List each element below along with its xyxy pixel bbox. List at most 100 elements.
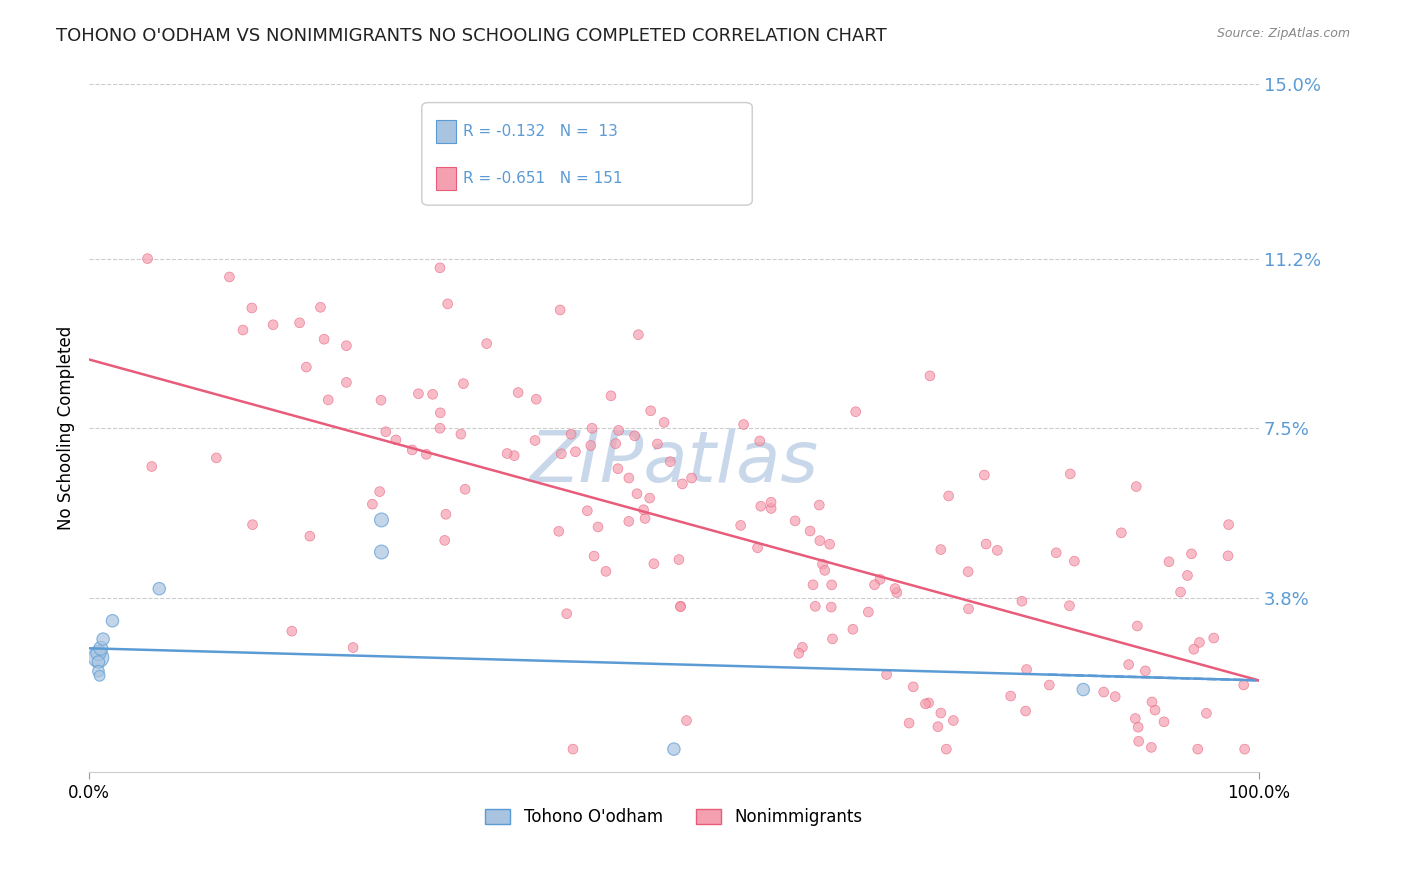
Point	[1157, 555, 1180, 569]
Point	[623, 429, 645, 443]
Point	[475, 336, 498, 351]
Point	[842, 622, 865, 636]
Point	[314, 332, 336, 346]
Point	[801, 578, 824, 592]
Point	[148, 582, 170, 596]
Point	[1071, 682, 1094, 697]
Point	[973, 468, 995, 483]
Point	[281, 624, 304, 639]
Point	[408, 386, 430, 401]
Point	[335, 376, 357, 390]
Point	[884, 582, 907, 596]
Point	[240, 301, 263, 315]
Text: TOHONO O'ODHAM VS NONIMMIGRANTS NO SCHOOLING COMPLETED CORRELATION CHART: TOHONO O'ODHAM VS NONIMMIGRANTS NO SCHOO…	[56, 27, 887, 45]
Point	[1140, 695, 1163, 709]
Point	[401, 442, 423, 457]
Point	[626, 487, 648, 501]
Point	[1195, 706, 1218, 721]
Point	[586, 520, 609, 534]
Point	[1111, 525, 1133, 540]
Point	[918, 368, 941, 383]
Point	[242, 517, 264, 532]
Point	[1140, 740, 1163, 755]
Point	[87, 650, 110, 665]
Point	[555, 607, 578, 621]
Point	[935, 742, 957, 756]
Point	[627, 327, 650, 342]
Point	[1135, 664, 1157, 678]
Point	[579, 438, 602, 452]
Point	[503, 449, 526, 463]
Point	[787, 646, 810, 660]
Point	[730, 518, 752, 533]
Point	[929, 542, 952, 557]
Point	[335, 339, 357, 353]
Point	[759, 495, 782, 509]
Point	[524, 434, 547, 448]
Point	[218, 270, 240, 285]
Point	[1218, 517, 1240, 532]
Point	[524, 392, 547, 407]
Point	[1014, 704, 1036, 718]
Point	[1015, 663, 1038, 677]
Point	[1118, 657, 1140, 672]
Point	[617, 471, 640, 485]
Point	[858, 605, 880, 619]
Point	[450, 427, 472, 442]
Point	[288, 316, 311, 330]
Point	[863, 578, 886, 592]
Point	[1059, 467, 1081, 481]
Point	[1180, 547, 1202, 561]
Point	[415, 447, 437, 461]
Point	[914, 697, 936, 711]
Text: Source: ZipAtlas.com: Source: ZipAtlas.com	[1216, 27, 1350, 40]
Point	[298, 529, 321, 543]
Point	[560, 427, 582, 442]
Text: ZIPatlas: ZIPatlas	[530, 428, 818, 497]
Point	[617, 514, 640, 528]
Point	[583, 549, 606, 563]
Point	[759, 501, 782, 516]
Point	[1123, 712, 1146, 726]
Point	[986, 543, 1008, 558]
Point	[1233, 742, 1256, 756]
Point	[1063, 554, 1085, 568]
Point	[564, 444, 586, 458]
Point	[262, 318, 284, 332]
Point	[309, 300, 332, 314]
Point	[638, 491, 661, 505]
Point	[1182, 642, 1205, 657]
Point	[429, 421, 451, 435]
Point	[942, 714, 965, 728]
Point	[1144, 703, 1167, 717]
Point	[820, 600, 842, 615]
Point	[974, 537, 997, 551]
Point	[87, 646, 110, 660]
Point	[1128, 720, 1150, 734]
Point	[550, 447, 572, 461]
Point	[1177, 568, 1199, 582]
Point	[1059, 599, 1081, 613]
Point	[785, 514, 807, 528]
Point	[136, 252, 159, 266]
Point	[581, 421, 603, 435]
Point	[917, 696, 939, 710]
Point	[454, 482, 477, 496]
Point	[808, 498, 831, 512]
Point	[1104, 690, 1126, 704]
Point	[652, 416, 675, 430]
Point	[87, 664, 110, 678]
Point	[422, 387, 444, 401]
Point	[808, 533, 831, 548]
Point	[804, 599, 827, 614]
Point	[1233, 678, 1256, 692]
Point	[607, 423, 630, 437]
Point	[316, 392, 339, 407]
Point	[1011, 594, 1033, 608]
Point	[886, 585, 908, 599]
Point	[668, 552, 690, 566]
Point	[869, 573, 891, 587]
Point	[342, 640, 364, 655]
Point	[385, 433, 408, 447]
Point	[368, 484, 391, 499]
